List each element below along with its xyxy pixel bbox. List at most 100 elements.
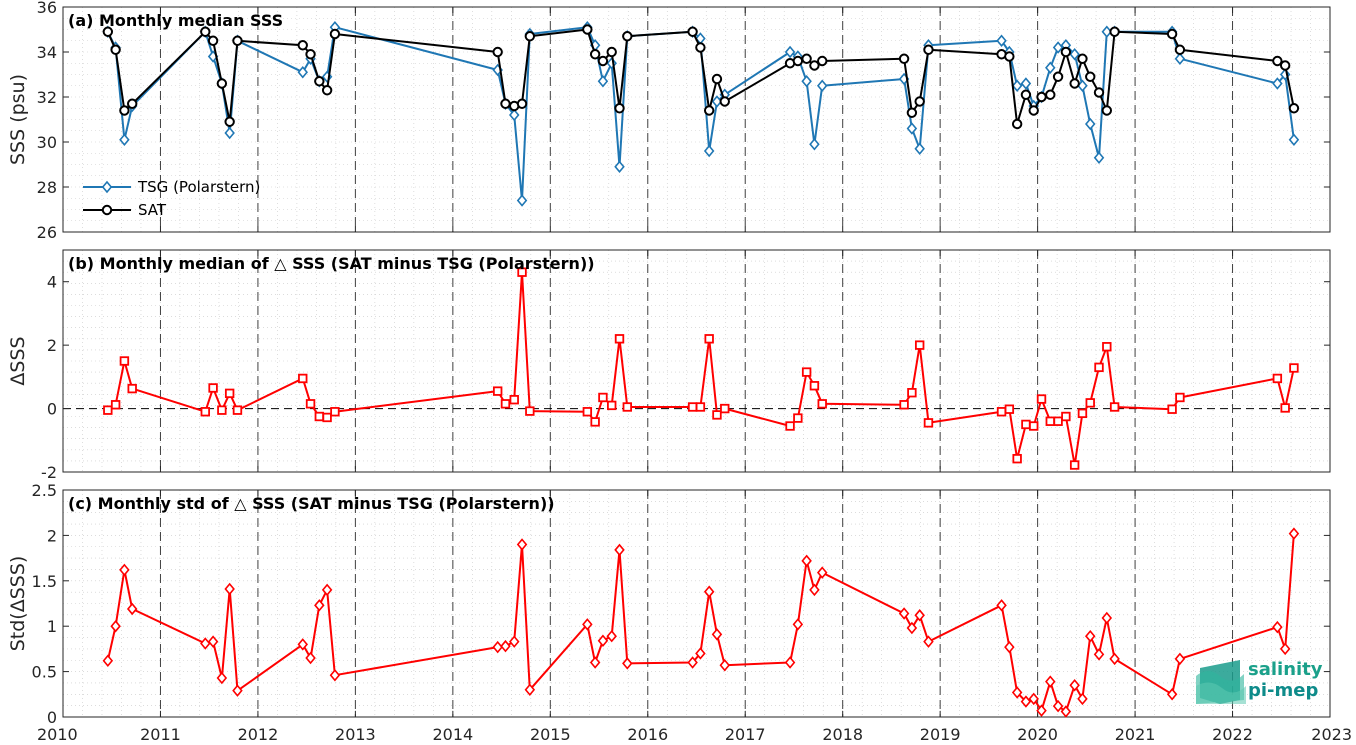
data-point xyxy=(1175,392,1185,403)
data-point xyxy=(224,126,235,140)
data-point xyxy=(792,618,804,631)
data-point xyxy=(1020,89,1032,100)
data-point xyxy=(622,402,633,412)
data-point xyxy=(801,75,812,88)
data-point xyxy=(597,55,609,67)
data-point xyxy=(996,599,1007,612)
data-point xyxy=(695,42,706,53)
data-point xyxy=(1077,408,1088,419)
data-point xyxy=(899,400,909,410)
data-point xyxy=(614,334,625,344)
data-point xyxy=(314,599,325,612)
data-point xyxy=(305,399,316,409)
y-tick-label: 0.5 xyxy=(32,663,57,682)
data-point xyxy=(589,49,601,60)
data-point xyxy=(582,618,593,631)
data-point xyxy=(216,78,228,89)
data-point xyxy=(582,24,593,35)
data-point xyxy=(119,356,130,366)
y-tick-label: 34 xyxy=(37,43,57,62)
data-point xyxy=(784,656,796,669)
data-point xyxy=(1101,105,1113,116)
axes-box xyxy=(62,249,1331,473)
x-tick-label: 2020 xyxy=(1017,725,1058,744)
data-point xyxy=(1101,611,1113,625)
series-line xyxy=(106,533,1295,713)
data-point xyxy=(1069,460,1080,470)
data-point xyxy=(582,407,593,417)
data-point xyxy=(330,407,340,417)
data-point xyxy=(232,405,243,415)
data-point xyxy=(322,412,332,423)
data-point xyxy=(1077,53,1088,64)
data-point xyxy=(1109,26,1120,37)
x-axis-tick-labels: 2010 2011 2012 2013 2014 2015 2016 2017 2018 2019… xyxy=(37,725,1352,744)
series-line xyxy=(107,271,1295,466)
data-point xyxy=(1084,629,1096,643)
data-point xyxy=(1053,416,1063,426)
data-point xyxy=(607,400,617,411)
data-point xyxy=(590,417,600,427)
data-point xyxy=(1045,416,1055,426)
data-point xyxy=(321,85,333,96)
y-tick-label: 2 xyxy=(47,336,57,355)
data-point xyxy=(1052,71,1064,82)
data-point xyxy=(516,194,528,207)
legend-marker xyxy=(101,180,113,194)
data-point xyxy=(1272,373,1283,384)
data-point xyxy=(119,105,130,116)
data-point xyxy=(1029,421,1039,431)
data-point xyxy=(711,628,723,641)
data-point xyxy=(1174,652,1186,666)
data-point xyxy=(232,684,243,697)
data-point xyxy=(1061,411,1071,422)
data-point xyxy=(126,602,138,616)
data-point xyxy=(200,26,211,37)
data-point xyxy=(1069,48,1080,61)
y-axis-label: SSS (psu) xyxy=(7,74,29,165)
data-point xyxy=(224,582,235,596)
data-point xyxy=(914,609,925,622)
data-point xyxy=(1102,342,1112,352)
data-point xyxy=(1093,87,1105,98)
data-point xyxy=(720,403,730,414)
data-point xyxy=(509,635,520,648)
data-point xyxy=(1166,28,1178,40)
data-point xyxy=(1021,419,1031,430)
data-point xyxy=(1045,675,1056,688)
series-delta xyxy=(103,267,1299,470)
data-point xyxy=(817,399,827,409)
data-point xyxy=(809,138,820,151)
data-point xyxy=(1004,640,1015,654)
data-point xyxy=(329,28,341,40)
data-point xyxy=(614,160,625,173)
data-point xyxy=(785,421,795,431)
panel-c: 0 0.5 1 1.5 2 2.5 Std(ΔSSS) (c) Monthly std of … xyxy=(7,481,1331,727)
data-point xyxy=(1288,133,1300,146)
data-point xyxy=(305,49,316,60)
data-point xyxy=(1020,77,1032,90)
grid xyxy=(62,489,1331,718)
data-point xyxy=(200,637,211,650)
data-point xyxy=(914,96,925,107)
data-point xyxy=(1060,705,1072,718)
data-point xyxy=(110,619,121,633)
data-point xyxy=(110,44,121,55)
data-point xyxy=(687,26,698,37)
x-tick-label: 2021 xyxy=(1115,725,1156,744)
x-tick-label: 2010 xyxy=(37,725,78,744)
data-point xyxy=(297,40,308,51)
data-point xyxy=(1094,362,1104,373)
legend-entry: TSG (Polarstern) xyxy=(137,178,260,196)
data-point xyxy=(614,543,625,557)
data-point xyxy=(695,647,706,660)
legend: TSG (Polarstern) SAT xyxy=(83,178,260,219)
data-point xyxy=(816,79,828,92)
data-point xyxy=(314,76,325,87)
data-point xyxy=(525,406,535,416)
data-point xyxy=(712,410,722,420)
data-point xyxy=(1279,60,1291,71)
data-point xyxy=(784,45,796,59)
data-point xyxy=(598,392,608,403)
y-axis-label: ΔSSS xyxy=(7,336,29,385)
